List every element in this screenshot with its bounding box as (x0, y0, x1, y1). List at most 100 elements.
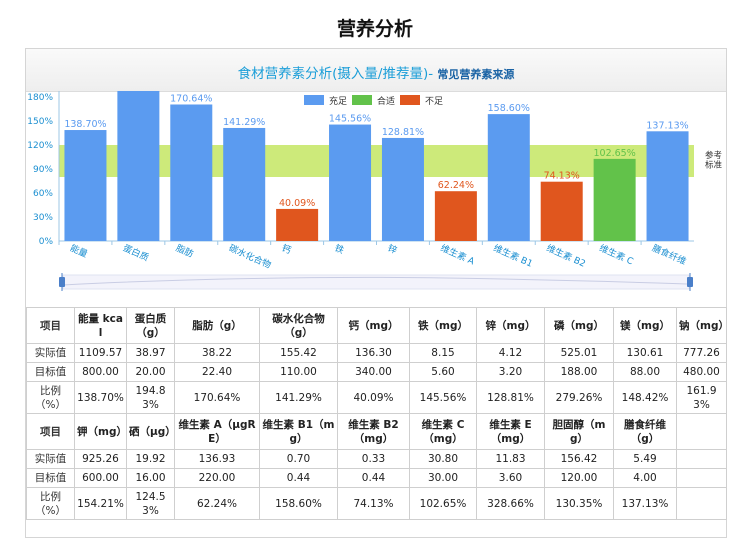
nutrition-table: 项目 能量 kcal 蛋白质（g） 脂肪（g） 碳水化合物（g） 钙（mg） 铁（mg） 锌（… (26, 307, 729, 520)
bar[interactable] (64, 130, 107, 241)
y-tick-label: 30% (33, 213, 53, 223)
bar[interactable] (170, 104, 213, 241)
table-row: 实际值 1109.57 38.97 38.22 155.42 136.30 8.15 4.12… (26, 343, 727, 363)
nutrition-chart-panel: 食材营养素分析(摄入量/推荐量)- 常见营养素来源 充足 合适 不足 参考 标准 0% 30… (25, 48, 729, 538)
y-tick-label: 150% (27, 117, 53, 127)
table-cell (676, 468, 727, 488)
x-tick-label: 钙 (280, 242, 293, 257)
table-row: 目标值 600.00 16.00 220.00 0.44 0.44 30.00 3.60 120… (26, 468, 727, 488)
reference-label: 参考 (705, 150, 722, 161)
table-header-cell: 镁（mg） (613, 307, 677, 344)
table-header-cell: 维生素 B2（mg） (337, 413, 410, 450)
table-cell: 188.00 (544, 362, 614, 382)
table-cell: 102.65% (409, 487, 477, 520)
x-tick-label: 能量 (68, 242, 89, 260)
table-header-cell: 维生素 B1（mg） (259, 413, 338, 450)
x-tick-label: 膳食纤维 (650, 242, 688, 268)
zoom-handle-left-grip[interactable] (59, 277, 65, 287)
table-cell: 0.44 (337, 468, 410, 488)
table-header-cell: 钠（mg） (676, 307, 729, 344)
table-row: 比例（%） 138.70% 194.83% 170.64% 141.29% 40.09% 1… (26, 381, 727, 414)
nutrient-sources-link[interactable]: 常见营养素来源 (437, 68, 515, 81)
chart-header: 食材营养素分析(摄入量/推荐量)- 常见营养素来源 (26, 49, 726, 92)
bar[interactable] (646, 131, 689, 241)
bar[interactable] (223, 127, 266, 241)
table-cell: 800.00 (74, 362, 127, 382)
table-cell: 38.97 (126, 343, 175, 363)
table-header-cell: 维生素 A（μgRE） (174, 413, 260, 450)
table-header-row: 项目 钾（mg） 硒（μg） 维生素 A（μgRE） 维生素 B1（mg） 维生素 B2（… (26, 413, 727, 450)
table-cell: 220.00 (174, 468, 260, 488)
table-row: 目标值 800.00 20.00 22.40 110.00 340.00 5.60 3.20 1… (26, 362, 727, 382)
table-cell: 110.00 (259, 362, 338, 382)
y-tick-label: 120% (27, 141, 53, 151)
table-cell: 141.29% (259, 381, 338, 414)
table-cell: 30.80 (409, 449, 477, 469)
table-cell: 328.66% (476, 487, 545, 520)
table-cell (676, 487, 727, 520)
table-cell: 600.00 (74, 468, 127, 488)
table-cell: 20.00 (126, 362, 175, 382)
data-label: 158.60% (488, 103, 530, 114)
table-cell: 124.53% (126, 487, 175, 520)
zoom-handle-right-grip[interactable] (687, 277, 693, 287)
legend-label[interactable]: 充足 (329, 95, 347, 107)
nutrition-tables: 项目 能量 kcal 蛋白质（g） 脂肪（g） 碳水化合物（g） 钙（mg） 铁（mg） 锌（… (26, 307, 729, 520)
table-cell: 128.81% (476, 381, 545, 414)
bar[interactable] (593, 158, 636, 241)
table-header-cell: 磷（mg） (544, 307, 614, 344)
table-cell: 38.22 (174, 343, 260, 363)
data-label: 102.65% (593, 148, 635, 159)
bar[interactable] (329, 124, 372, 241)
bar[interactable] (434, 191, 477, 241)
table-cell: 525.01 (544, 343, 614, 363)
legend-swatch[interactable] (304, 95, 324, 105)
data-label: 137.13% (646, 120, 688, 131)
table-cell: 340.00 (337, 362, 410, 382)
table-header-cell: 钾（mg） (74, 413, 127, 450)
legend-swatch[interactable] (352, 95, 372, 105)
table-cell: 154.21% (74, 487, 127, 520)
y-tick-label: 0% (39, 237, 54, 247)
legend-label[interactable]: 合适 (377, 95, 395, 107)
table-cell: 30.00 (409, 468, 477, 488)
table-cell: 19.92 (126, 449, 175, 469)
table-cell: 0.70 (259, 449, 338, 469)
table-header-cell: 蛋白质（g） (126, 307, 175, 344)
table-cell: 40.09% (337, 381, 410, 414)
y-tick-label: 60% (33, 189, 53, 199)
table-cell: 0.33 (337, 449, 410, 469)
table-cell: 88.00 (613, 362, 677, 382)
table-header-row: 项目 能量 kcal 蛋白质（g） 脂肪（g） 碳水化合物（g） 钙（mg） 铁（mg） 锌（… (26, 307, 729, 344)
table-header-cell: 项目 (26, 413, 75, 450)
table-header-cell: 脂肪（g） (174, 307, 260, 344)
table-cell: 136.30 (337, 343, 410, 363)
bar[interactable] (276, 208, 319, 241)
data-label: 40.09% (279, 198, 315, 209)
chart-title-text: 食材营养素分析(摄入量/推荐量)- (237, 66, 434, 82)
table-cell: 8.15 (409, 343, 477, 363)
data-label: 170.64% (170, 93, 212, 104)
x-tick-label: 锌 (386, 242, 399, 257)
data-label: 138.70% (64, 119, 106, 130)
y-tick-label: 180% (27, 93, 53, 103)
table-cell: 925.26 (74, 449, 127, 469)
table-header-cell: 硒（μg） (126, 413, 176, 450)
bar[interactable] (117, 91, 160, 241)
table-cell: 279.26% (544, 381, 614, 414)
page-title: 营养分析 (336, 18, 413, 40)
bar[interactable] (540, 181, 583, 241)
bar[interactable] (487, 114, 530, 241)
table-cell (676, 449, 727, 469)
legend-label[interactable]: 不足 (425, 96, 443, 107)
legend-swatch[interactable] (400, 95, 420, 105)
table-cell: 74.13% (337, 487, 410, 520)
table-cell: 170.64% (174, 381, 260, 414)
table-row: 实际值 925.26 19.92 136.93 0.70 0.33 30.80 11.83 15… (26, 449, 727, 469)
data-label: 62.24% (438, 180, 474, 191)
table-cell: 4.00 (613, 468, 677, 488)
x-tick-label: 铁 (333, 242, 346, 257)
bar[interactable] (381, 137, 424, 241)
table-row: 比例（%） 154.21% 124.53% 62.24% 158.60% 74.13% 10… (26, 487, 727, 520)
table-cell: 194.83% (126, 381, 175, 414)
